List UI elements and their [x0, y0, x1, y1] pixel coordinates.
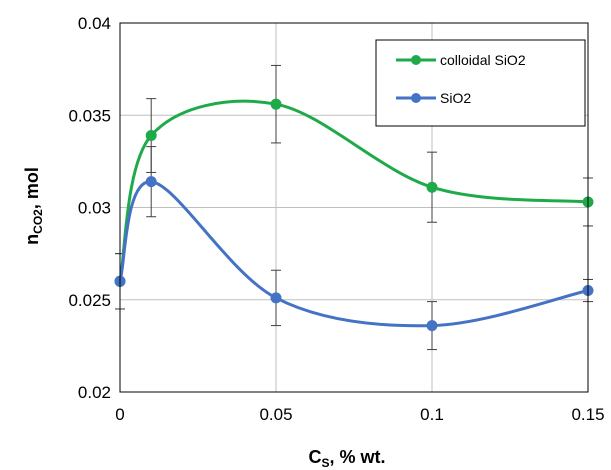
y-tick-label: 0.035	[68, 106, 111, 125]
y-tick-label: 0.025	[68, 291, 111, 310]
x-axis-label-subscript: S	[321, 456, 329, 470]
x-tick-label: 0.05	[259, 405, 292, 424]
series-lines	[118, 99, 589, 328]
y-tick-label: 0.04	[78, 14, 111, 33]
data-points	[114, 98, 594, 332]
legend-label-sio2: SiO2	[440, 90, 471, 106]
x-tick-label: 0	[115, 405, 124, 424]
legend-label-colloidal-sio2: colloidal SiO2	[440, 52, 526, 68]
legend-entry-sio2: SiO2	[396, 90, 471, 106]
y-tick-label: 0.03	[78, 199, 111, 218]
data-point-colloidal-sio2	[270, 98, 282, 110]
legend-marker-sio2	[411, 93, 421, 103]
legend: colloidal SiO2 SiO2	[375, 39, 586, 127]
series-line-colloidal-sio2	[118, 99, 589, 282]
y-tick-labels: 0.02 0.025 0.03 0.035 0.04	[68, 14, 111, 402]
data-point-sio2	[270, 292, 282, 304]
data-point-sio2	[426, 320, 438, 332]
x-axis-label-rest: , % wt.	[330, 447, 386, 467]
legend-marker-colloidal-sio2	[411, 55, 421, 65]
legend-entry-colloidal-sio2: colloidal SiO2	[396, 52, 526, 68]
data-point-colloidal-sio2	[145, 130, 157, 142]
y-axis-label-rest: , mol	[22, 167, 42, 209]
y-axis-label-subscript: CO2	[31, 209, 45, 234]
x-axis-label: CS, % wt.	[308, 447, 385, 470]
x-tick-label: 0.1	[420, 405, 444, 424]
data-point-sio2	[145, 176, 157, 188]
y-tick-label: 0.02	[78, 383, 111, 402]
series-line-sio2	[118, 180, 589, 328]
plot-area-border	[119, 22, 589, 393]
x-tick-labels: 0 0.05 0.1 0.15	[115, 405, 604, 424]
x-axis-label-main: C	[308, 447, 321, 467]
data-point-colloidal-sio2	[426, 181, 438, 193]
legend-box	[375, 39, 586, 127]
x-tick-label: 0.15	[571, 405, 604, 424]
y-axis-label-main: n	[22, 234, 42, 245]
y-axis-label: nCO2, mol	[22, 167, 45, 245]
